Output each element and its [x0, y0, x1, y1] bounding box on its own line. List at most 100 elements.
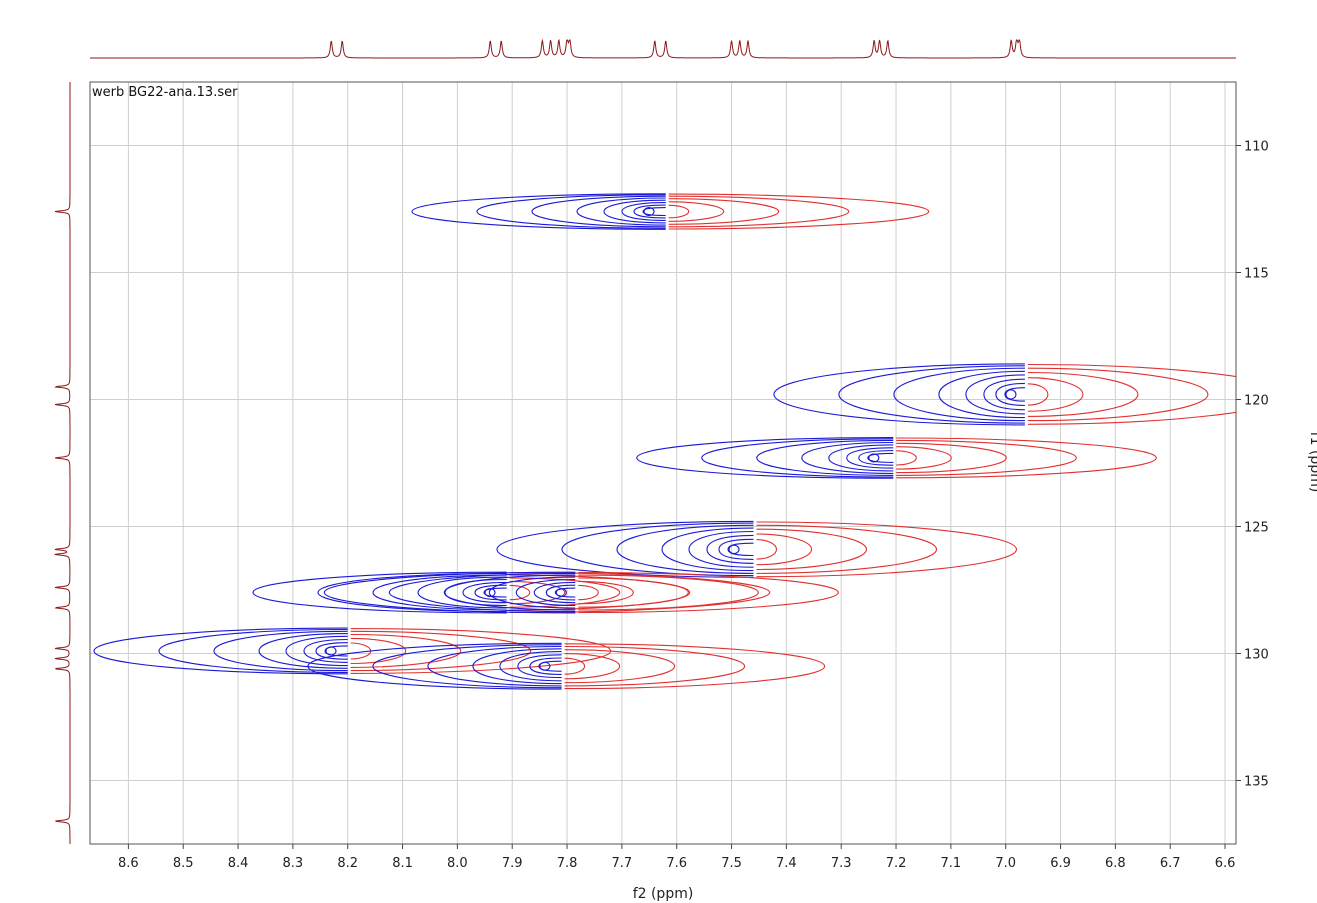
- positive-contour: [603, 199, 666, 224]
- x-tick-label: 6.7: [1160, 856, 1181, 871]
- dataset-title: werb BG22-ana.13.ser: [92, 85, 238, 100]
- y-tick-label: 115: [1244, 267, 1269, 282]
- positive-contour: [93, 627, 348, 675]
- negative-contour: [1027, 383, 1049, 406]
- grid: [90, 82, 1236, 844]
- positive-contour: [158, 628, 348, 673]
- positive-contour: [303, 638, 348, 663]
- positive-contour: [529, 657, 562, 675]
- y-tick-label: 130: [1244, 648, 1269, 663]
- positive-contour: [323, 571, 576, 614]
- cross-peak[interactable]: [411, 193, 930, 230]
- negative-contour: [578, 574, 759, 611]
- positive-contour: [706, 534, 754, 564]
- negative-contour: [564, 645, 746, 687]
- cross-peak[interactable]: [93, 627, 612, 675]
- positive-contour: [444, 578, 507, 607]
- negative-contour: [668, 201, 725, 222]
- y-tick-label: 135: [1244, 775, 1269, 790]
- negative-contour: [509, 572, 771, 614]
- cross-peak[interactable]: [773, 363, 1288, 426]
- positive-contour: [636, 437, 894, 479]
- negative-contour: [668, 198, 780, 225]
- negative-contour: [564, 657, 586, 675]
- positive-contour: [213, 630, 348, 672]
- peak-core-contour: [868, 453, 880, 463]
- peak-core-contour: [1005, 389, 1017, 400]
- negative-contour: [896, 439, 1077, 476]
- negative-contour: [564, 653, 621, 680]
- x-tick-label: 6.9: [1050, 856, 1071, 871]
- positive-contour: [661, 527, 754, 572]
- negative-contour: [1027, 363, 1236, 425]
- positive-contour: [372, 644, 562, 689]
- positive-contour: [427, 645, 562, 687]
- positive-contour: [995, 382, 1025, 406]
- negative-contour: [350, 633, 462, 668]
- peak-core-contour: [539, 661, 551, 671]
- positive-contour: [938, 370, 1025, 419]
- negative-contour: [756, 539, 778, 560]
- positive-contour: [756, 439, 894, 476]
- cross-peak[interactable]: [636, 437, 1157, 479]
- positive-contour: [285, 635, 348, 667]
- y-tick-label: 120: [1244, 394, 1269, 409]
- positive-contour: [483, 587, 507, 598]
- x-tick-label: 7.8: [557, 856, 578, 871]
- y-tick-label: 125: [1244, 521, 1269, 536]
- negative-contour: [896, 446, 952, 470]
- negative-contour: [756, 533, 813, 566]
- negative-contour: [564, 643, 826, 690]
- negative-contour: [564, 649, 676, 684]
- cross-peak[interactable]: [307, 642, 826, 690]
- positive-contour: [561, 522, 754, 577]
- peak-core-contour: [484, 587, 496, 598]
- negative-contour: [896, 442, 1007, 474]
- cross-peak[interactable]: [323, 571, 839, 614]
- negative-contour: [509, 584, 531, 601]
- negative-contour: [896, 450, 917, 466]
- negative-contour: [756, 521, 1018, 578]
- positive-contour: [417, 576, 507, 609]
- x-tick-label: 7.4: [776, 856, 797, 871]
- x-tick-label: 7.3: [831, 856, 852, 871]
- positive-contour: [554, 587, 576, 598]
- positive-contour: [633, 204, 666, 219]
- positive-contour: [983, 378, 1025, 411]
- x-tick-label: 8.6: [118, 856, 139, 871]
- positive-contour: [867, 452, 894, 463]
- peak-core-contour: [643, 206, 655, 217]
- positive-contour: [258, 633, 348, 669]
- positive-contour: [773, 363, 1025, 426]
- negative-contour: [509, 574, 691, 611]
- x-tick-label: 7.9: [502, 856, 523, 871]
- peak-core-contour: [555, 587, 567, 598]
- f2-projection-trace: [90, 38, 1236, 59]
- negative-contour: [668, 193, 930, 230]
- positive-contour: [538, 660, 562, 672]
- positive-contour: [616, 524, 754, 574]
- positive-contour: [317, 572, 507, 613]
- negative-contour: [668, 204, 690, 219]
- f1-projection-line: [54, 82, 71, 844]
- positive-contour: [515, 578, 576, 607]
- x-tick-label: 6.8: [1105, 856, 1126, 871]
- positive-contour: [533, 581, 576, 604]
- positive-contour: [621, 202, 666, 221]
- x-tick-label: 7.2: [886, 856, 907, 871]
- cross-peak[interactable]: [252, 571, 771, 614]
- contour-plot-area[interactable]: [93, 193, 1288, 690]
- positive-contour: [846, 447, 894, 469]
- negative-contour: [350, 630, 532, 672]
- x-tick-label: 7.5: [721, 856, 742, 871]
- cross-peak[interactable]: [496, 520, 1018, 578]
- peak-core-contour: [728, 544, 740, 555]
- positive-contour: [893, 367, 1025, 422]
- positive-contour: [642, 207, 666, 217]
- positive-contour: [252, 571, 507, 614]
- positive-contour: [858, 450, 894, 466]
- positive-contour: [801, 441, 894, 474]
- positive-contour: [474, 584, 507, 601]
- x-axis-ticks: 8.6 8.5 8.4 8.3 8.2 8.1 8.0 7.9 7.8 7.7 7.6 7.5 7.4 7…: [118, 844, 1235, 871]
- negative-contour: [578, 584, 599, 601]
